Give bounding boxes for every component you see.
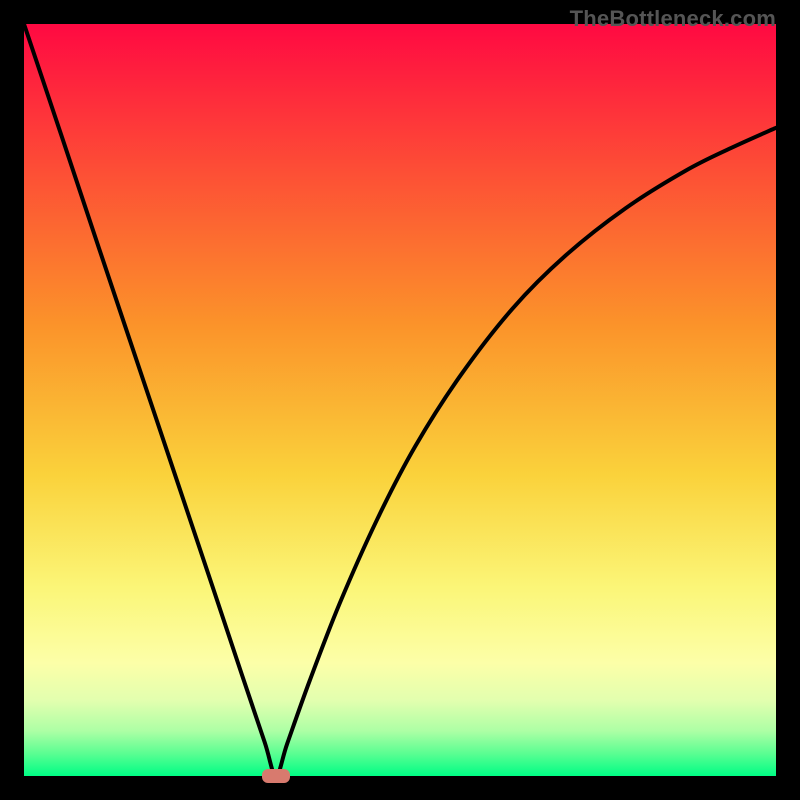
border-bottom [0, 776, 800, 800]
chart-frame: TheBottleneck.com [0, 0, 800, 800]
min-point-marker [262, 769, 290, 783]
watermark-text: TheBottleneck.com [570, 6, 776, 32]
border-right [776, 0, 800, 800]
plot-svg [24, 24, 776, 776]
gradient-background [24, 24, 776, 776]
border-left [0, 0, 24, 800]
